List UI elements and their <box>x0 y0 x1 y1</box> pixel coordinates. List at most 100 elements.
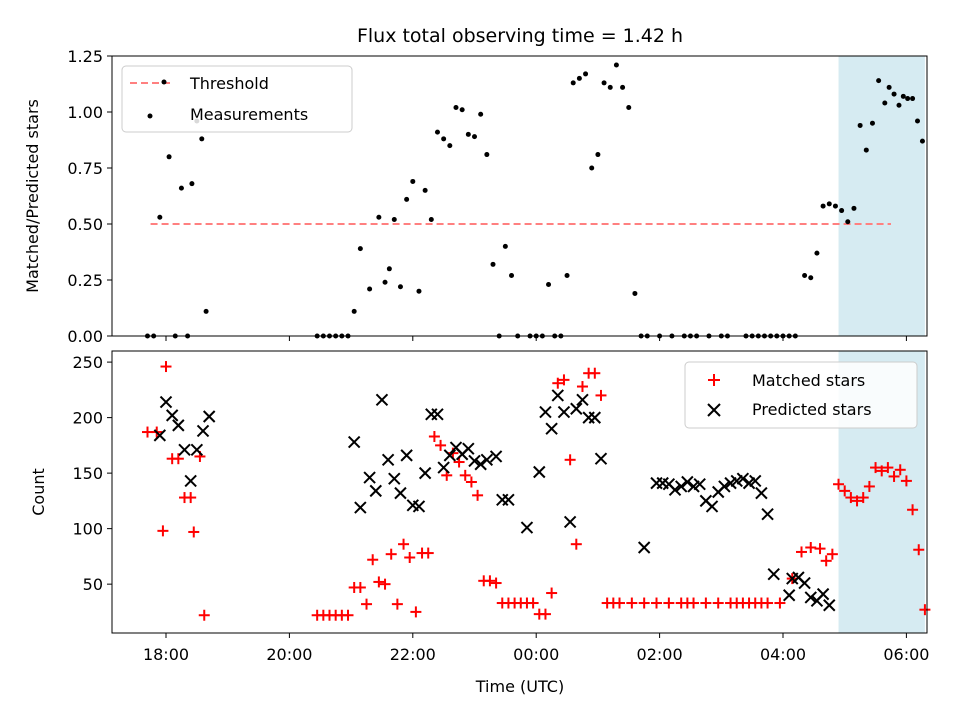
predicted-star-marker <box>588 411 602 424</box>
predicted-star-marker <box>557 405 571 419</box>
predicted-star-marker <box>347 435 361 449</box>
predicted-star-marker <box>369 484 382 498</box>
measurement-point <box>576 75 582 81</box>
measurement-point <box>386 266 392 272</box>
matched-star-marker <box>527 597 539 609</box>
matched-star-marker <box>435 439 447 451</box>
measurement-point <box>166 154 172 160</box>
measurement-point <box>876 78 882 84</box>
matched-star-marker <box>385 548 397 560</box>
matched-star-marker <box>185 492 197 504</box>
x-tick-label: 18:00 <box>143 645 189 664</box>
predicted-star-marker <box>400 449 413 462</box>
matched-star-marker <box>459 469 471 481</box>
measurement-point <box>357 246 363 252</box>
predicted-star-marker <box>804 591 817 604</box>
matched-star-marker <box>700 597 712 609</box>
bottom-panel: 50 100 150 200 250 18:00 20:00 22:00 00:00 02:00… <box>29 350 931 696</box>
measurement-point <box>416 288 422 294</box>
threshold-legend-label: Threshold <box>189 74 269 93</box>
matched-star-marker <box>428 430 440 442</box>
measurement-point <box>896 102 902 108</box>
measurement-point <box>447 143 453 149</box>
matched-star-marker <box>490 577 502 589</box>
top-x-ticks <box>165 336 907 341</box>
predicted-stars-legend-marker <box>707 403 721 417</box>
matched-star-marker <box>762 597 774 609</box>
measurement-point <box>189 181 195 187</box>
matched-star-marker <box>422 547 434 559</box>
measurement-point <box>410 178 416 184</box>
matched-star-marker <box>172 453 184 465</box>
measurement-point <box>404 196 410 202</box>
matched-star-marker <box>826 548 838 560</box>
matched-star-marker <box>900 475 912 487</box>
measurement-point <box>845 219 851 225</box>
top-y-axis-label: Matched/Predicted stars <box>23 99 42 293</box>
predicted-star-marker <box>520 521 534 534</box>
matched-star-marker <box>379 578 391 590</box>
predicted-star-marker <box>755 486 768 500</box>
matched-star-marker <box>198 609 210 621</box>
measurement-point <box>546 281 552 287</box>
x-tick-label: 00:00 <box>513 645 559 664</box>
bottom-legend: Matched stars Predicted stars <box>684 361 918 429</box>
matched-star-marker <box>876 465 888 477</box>
predicted-star-marker <box>570 402 583 415</box>
matched-star-marker <box>626 597 638 609</box>
measurements-legend-label: Measurements <box>190 105 308 124</box>
predicted-star-marker <box>437 461 450 474</box>
measurement-point <box>826 201 832 207</box>
matched-star-marker <box>188 526 200 538</box>
top-highlight-span <box>838 56 925 336</box>
top-legend-box <box>121 65 353 133</box>
matched-star-marker <box>141 426 153 438</box>
measurement-point <box>802 273 808 279</box>
measurement-point <box>367 286 373 292</box>
predicted-star-marker <box>480 453 494 467</box>
x-tick-label: 06:00 <box>883 645 929 664</box>
measurement-point <box>397 284 403 290</box>
measurement-point <box>589 165 595 171</box>
predicted-star-marker <box>184 474 197 488</box>
measurement-point <box>863 147 869 153</box>
x-tick-label: 22:00 <box>390 645 436 664</box>
predicted-star-marker <box>363 471 376 484</box>
top-y-tick-label: 0.50 <box>67 215 103 234</box>
measurement-point <box>570 80 576 86</box>
matched-star-marker <box>774 597 786 609</box>
matched-stars-legend-marker <box>708 374 720 386</box>
predicted-star-marker <box>668 483 682 496</box>
measurement-point <box>891 91 897 97</box>
predicted-star-marker <box>563 515 577 529</box>
matched-star-marker <box>589 367 601 379</box>
measurement-point <box>839 208 845 214</box>
predicted-star-marker <box>798 576 811 590</box>
predicted-star-marker <box>394 486 407 500</box>
measurement-point <box>613 62 619 68</box>
matched-star-marker <box>391 598 403 610</box>
matched-star-marker <box>919 604 931 616</box>
bottom-marks <box>141 361 931 621</box>
measurement-point <box>178 185 184 191</box>
measurement-point <box>601 80 607 86</box>
predicted-star-marker <box>202 410 216 423</box>
predicted-star-marker <box>693 478 706 491</box>
predicted-star-marker <box>474 458 487 471</box>
predicted-stars-legend-label: Predicted stars <box>752 400 872 419</box>
measurements-legend-dot <box>147 113 153 119</box>
matched-star-marker <box>814 543 826 555</box>
measurement-point <box>905 96 911 102</box>
bottom-y-tick-label: 50 <box>83 575 103 594</box>
measurement-point <box>509 273 515 279</box>
predicted-star-marker <box>468 454 481 468</box>
predicted-star-marker <box>681 475 694 489</box>
measurement-point <box>465 131 471 137</box>
matched-star-marker <box>907 504 919 516</box>
predicted-star-marker <box>431 408 444 421</box>
matched-star-marker <box>833 478 845 490</box>
matched-star-marker <box>552 377 564 389</box>
matched-star-marker <box>404 552 416 564</box>
matched-star-marker <box>160 361 172 373</box>
